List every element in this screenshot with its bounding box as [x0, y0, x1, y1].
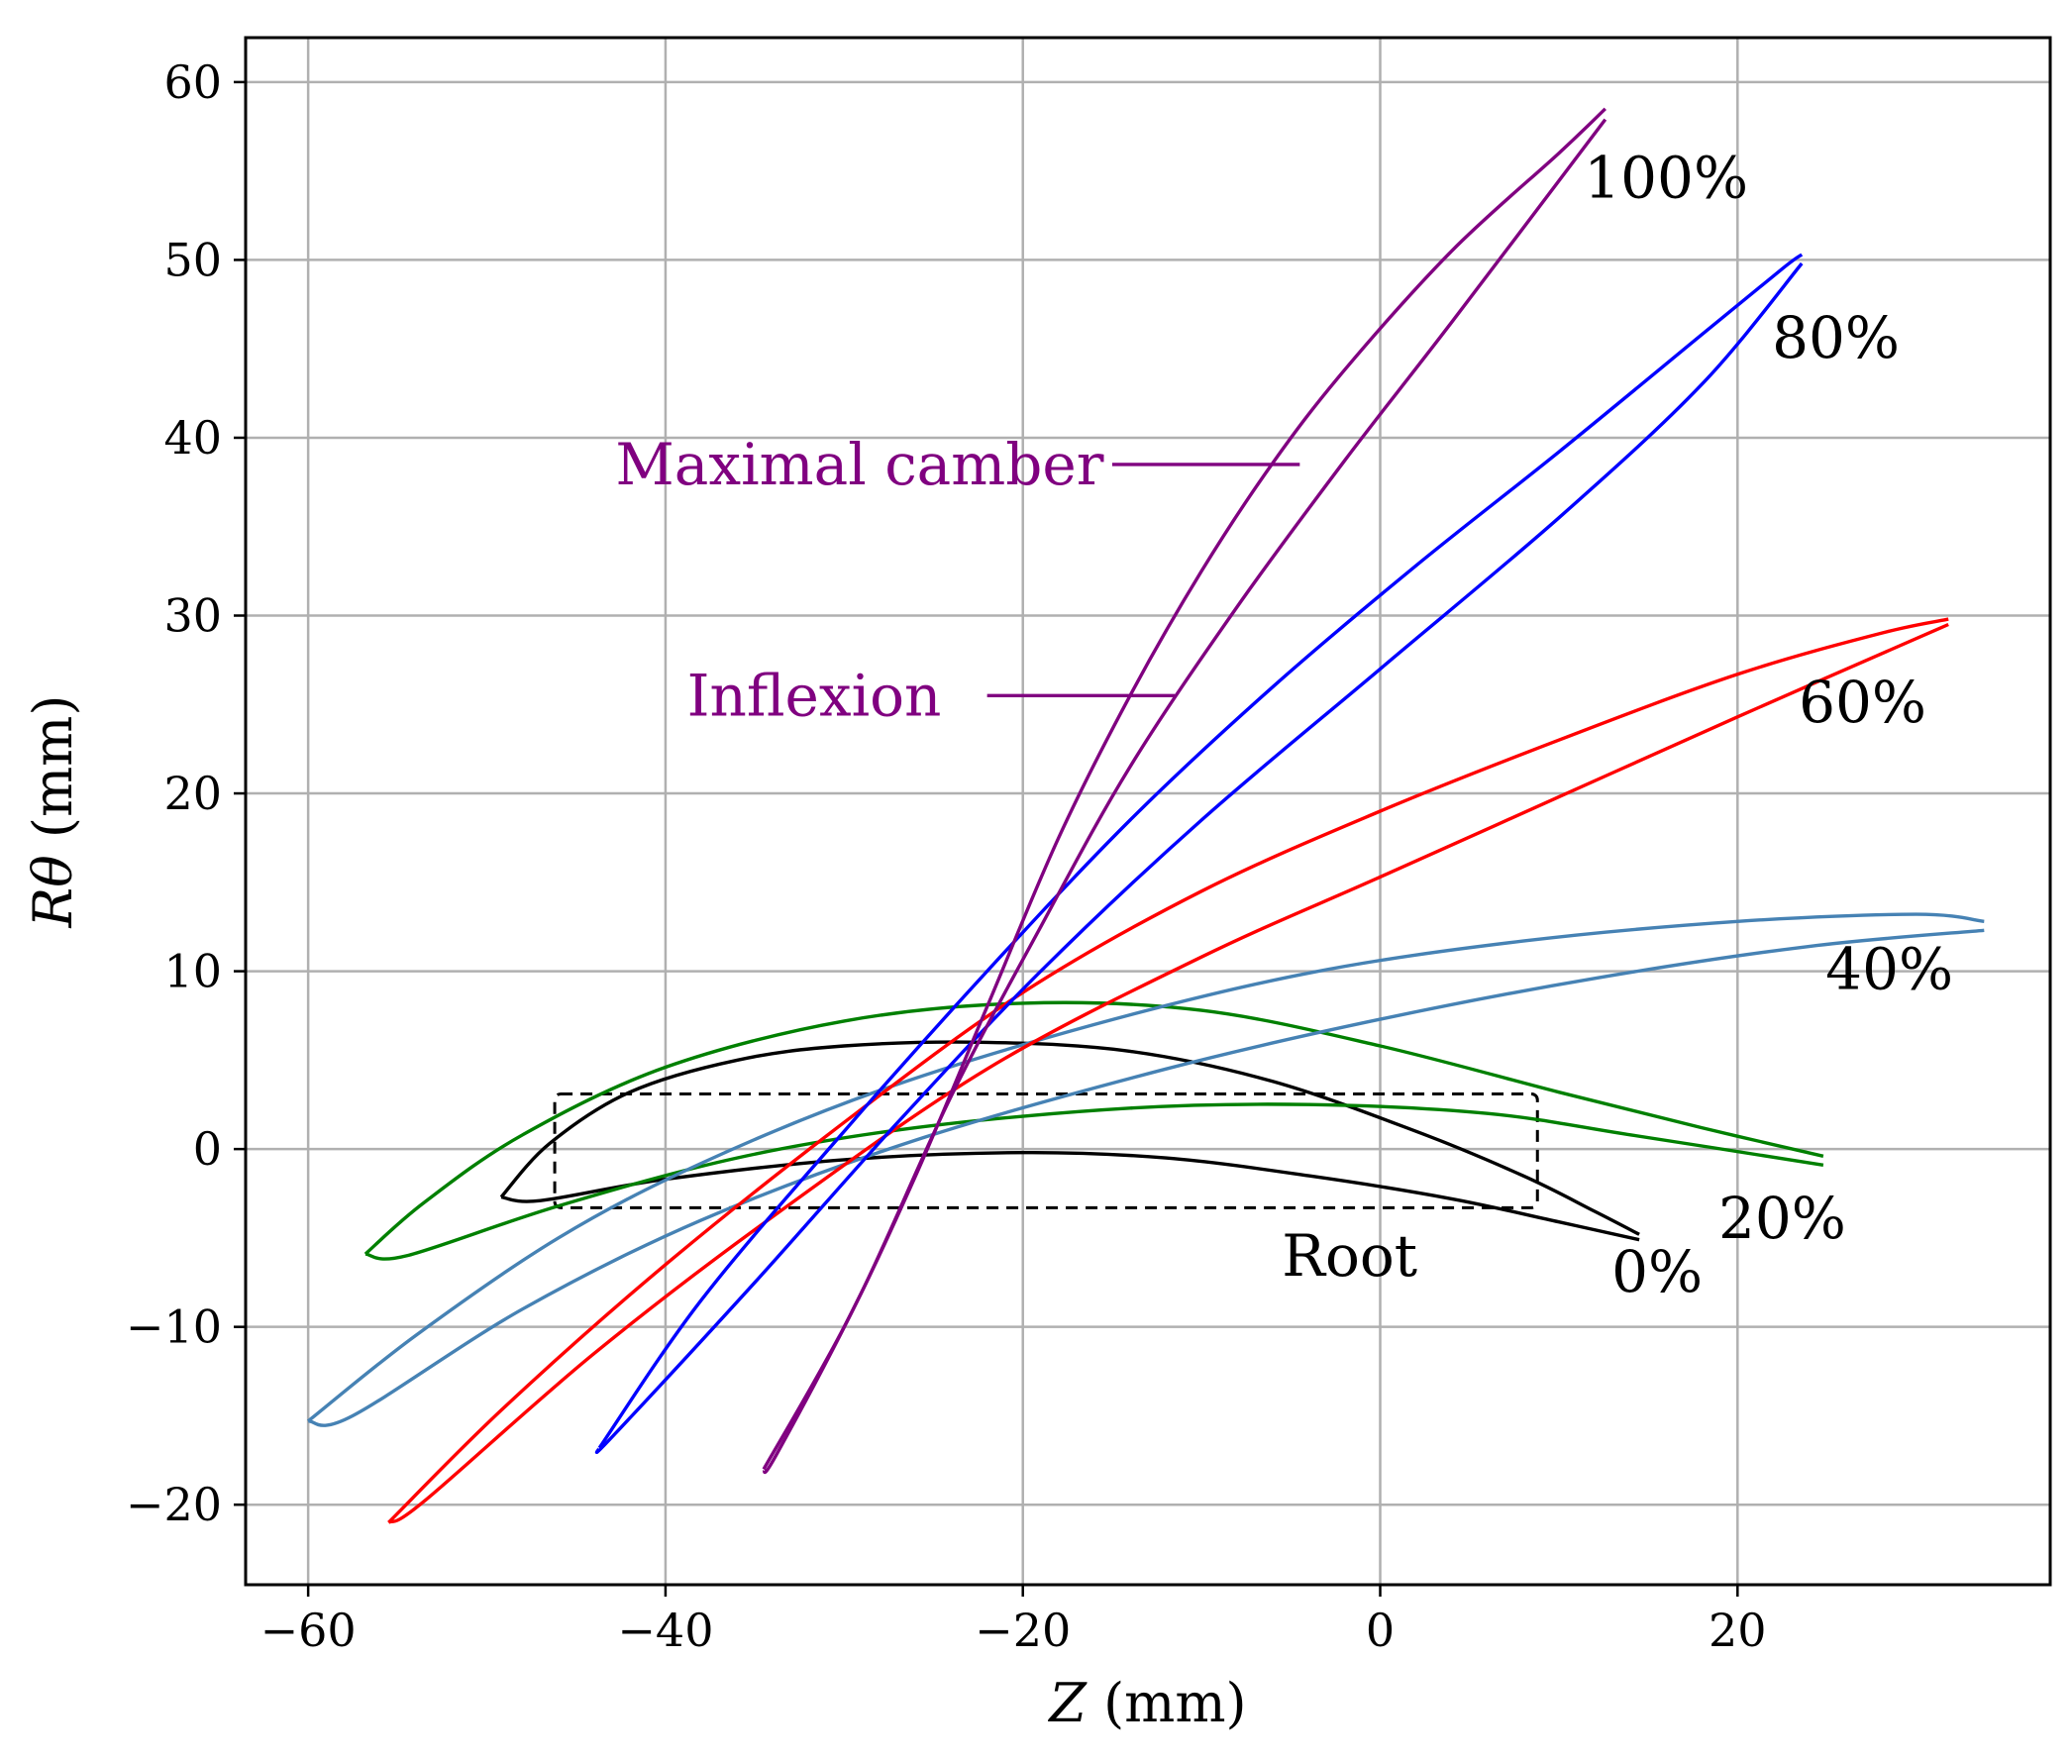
profile-label-60pct: 60%	[1799, 669, 1926, 736]
profile-60pct-suction-side	[387, 617, 1949, 1524]
profile-20pct-suction-side	[363, 1000, 1824, 1256]
profile-80pct-pressure-side	[594, 261, 1804, 1455]
profile-labels: 0%20% 40% 60% 80% 100%	[1584, 145, 1953, 1305]
y-tick-label: −10	[126, 1300, 222, 1354]
x-tick-label: −20	[975, 1604, 1071, 1657]
x-tick-label: −60	[260, 1604, 357, 1657]
profile-0pct-suction-side	[499, 1040, 1640, 1236]
profile-label-100pct: 100%	[1584, 145, 1748, 212]
profile-0pct-pressure-side	[500, 1150, 1640, 1242]
x-tick-label: 20	[1709, 1604, 1767, 1657]
profiles	[307, 107, 1985, 1524]
profile-100pct-pressure-side	[762, 118, 1607, 1475]
y-tick-label: 60	[163, 55, 222, 109]
profile-100pct-suction-side	[762, 107, 1606, 1471]
annotation-inflexion: Inflexion	[687, 662, 942, 729]
profile-label-80pct: 80%	[1772, 304, 1900, 371]
y-tick-label: 40	[163, 411, 222, 465]
profile-label-0pct: 0%	[1611, 1238, 1703, 1305]
profile-80pct-suction-side	[597, 253, 1804, 1449]
y-tick-label: 10	[163, 945, 222, 998]
profile-label-40pct: 40%	[1825, 936, 1953, 1003]
y-tick-label: 50	[163, 233, 222, 286]
grid	[246, 38, 2050, 1585]
y-tick-label: −20	[126, 1478, 222, 1531]
profile-label-20pct: 20%	[1718, 1185, 1846, 1252]
axis-ticks: −60 −40 −20 0 20 −20 −10 0 10 20 30 40 50 60	[126, 55, 1767, 1657]
y-tick-label: 0	[193, 1122, 222, 1176]
annotation-root: Root	[1282, 1222, 1417, 1290]
x-axis-label: Z (mm)	[1047, 1672, 1246, 1734]
root-box	[553, 1091, 1539, 1209]
profile-20pct-pressure-side	[364, 1102, 1824, 1261]
x-tick-label: 0	[1366, 1604, 1395, 1657]
profile-40pct-pressure-side	[307, 928, 1985, 1427]
profile-60pct-pressure-side	[387, 622, 1949, 1524]
x-tick-label: −40	[617, 1604, 713, 1657]
annotation-maximal-camber: Maximal camber	[615, 431, 1103, 498]
plot-frame	[244, 36, 2052, 1587]
y-tick-label: 30	[163, 589, 222, 643]
y-axis-label: Rθ (mm)	[22, 695, 84, 929]
profile-40pct-suction-side	[307, 912, 1985, 1423]
y-tick-label: 20	[163, 767, 222, 820]
root-box-group	[553, 1091, 1539, 1209]
annotations: Maximal camber Inflexion Root	[615, 431, 1417, 1290]
